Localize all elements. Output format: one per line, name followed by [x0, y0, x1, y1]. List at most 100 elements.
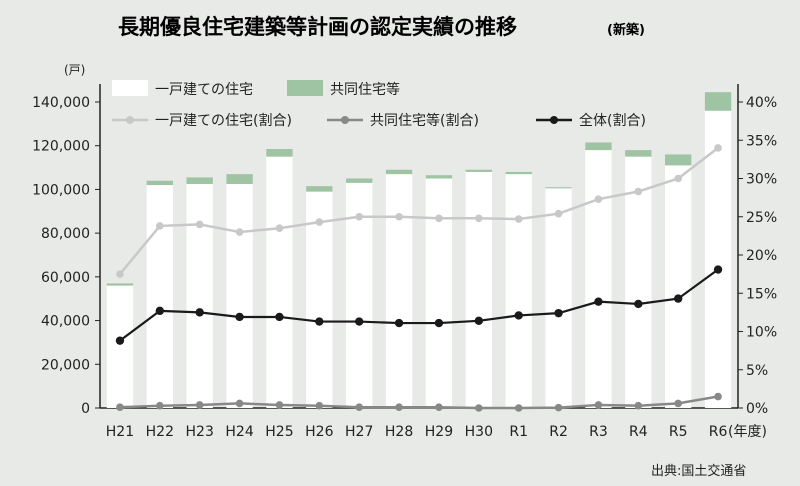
line-point	[315, 317, 324, 326]
bar-detached	[306, 191, 333, 408]
line-point	[235, 228, 244, 236]
bar-apartment	[385, 169, 413, 175]
x-tick-label: R1	[509, 424, 528, 440]
bar-apartment	[425, 175, 453, 179]
line-point	[116, 270, 124, 278]
line-point	[673, 294, 683, 303]
line-point	[395, 403, 403, 412]
line-point	[674, 399, 682, 408]
bar-detached	[186, 183, 213, 408]
legend-marker-0	[126, 116, 134, 124]
line-point	[435, 214, 443, 223]
line-point	[354, 317, 364, 326]
line-point	[195, 308, 204, 317]
bar-apartment	[585, 142, 612, 151]
legend-label-line-0: 一戸建ての住宅(割合)	[155, 112, 292, 129]
bar-apartment	[266, 148, 293, 157]
x-tick-label: H24	[225, 424, 253, 440]
line-point	[554, 308, 563, 318]
x-tick-label: H30	[465, 424, 493, 440]
y-left-tick-label: 140,000	[32, 95, 90, 111]
line-point	[594, 401, 603, 409]
y-left-unit: (戸)	[64, 63, 85, 77]
line-series-0	[118, 146, 719, 275]
bar-detached	[465, 171, 492, 408]
line-point	[116, 403, 124, 412]
bars	[106, 92, 732, 409]
line-point	[195, 220, 204, 229]
x-tick-label: H28	[385, 424, 413, 440]
x-tick-label: R3	[589, 424, 608, 440]
y-right-tick-label: 0%	[746, 401, 768, 417]
legend-label-detached: 一戸建ての住宅	[155, 82, 253, 98]
bar-apartment	[665, 154, 692, 166]
y-left-tick-label: 0	[81, 401, 90, 417]
line-point	[594, 297, 603, 306]
bar-detached	[505, 174, 532, 408]
line-point	[475, 404, 483, 412]
line-point	[315, 218, 324, 226]
legend-label-apartment: 共同住宅等	[330, 81, 400, 98]
line-point	[156, 401, 164, 410]
line-point	[235, 399, 244, 408]
lines	[115, 144, 723, 412]
line-point	[554, 403, 563, 412]
legend-label-line-2: 全体(割合)	[579, 112, 646, 129]
y-right-tick-label: 35%	[746, 133, 777, 149]
bar-detached	[266, 156, 293, 408]
line-series-1	[119, 395, 719, 410]
line-point	[475, 214, 483, 223]
line-point	[594, 195, 603, 203]
bar-detached	[585, 150, 612, 409]
legend-label-line-1: 共同住宅等(割合)	[370, 112, 479, 129]
line-point	[713, 265, 723, 274]
bar-apartment	[226, 174, 253, 184]
bar-detached	[226, 183, 253, 408]
line-point	[235, 312, 244, 322]
legend-marker-1	[341, 116, 349, 124]
line-point	[435, 403, 443, 412]
bar-detached	[385, 174, 413, 408]
line-point	[156, 222, 164, 230]
source-note: 出典:国土交通省	[651, 463, 746, 479]
y-left-tick-label: 20,000	[41, 357, 90, 373]
y-left-tick-label: 60,000	[41, 270, 90, 286]
x-tick-label: H22	[146, 424, 174, 440]
bar-detached	[704, 110, 732, 408]
line-point	[434, 318, 444, 328]
y-right-tick-label: 25%	[746, 210, 777, 226]
x-tick-label: R4	[629, 424, 648, 440]
line-point	[394, 318, 404, 328]
x-tick-label: H26	[305, 424, 333, 440]
line-point	[714, 392, 722, 401]
legend-swatch-apartment	[287, 80, 323, 96]
line-point	[554, 209, 563, 218]
line-point	[634, 299, 643, 309]
y-right-tick-label: 10%	[746, 325, 777, 341]
x-tick-label: H27	[345, 424, 373, 440]
bar-apartment	[106, 283, 134, 286]
y-left-tick-label: 80,000	[41, 226, 90, 242]
legend-swatch-detached	[112, 80, 148, 96]
x-tick-label: H25	[265, 424, 293, 440]
x-tick-label: H23	[186, 424, 214, 440]
x-tick-label: R2	[549, 424, 568, 440]
y-right-tick-label: 40%	[746, 95, 777, 111]
y-right-tick-label: 15%	[746, 286, 777, 302]
line-point	[514, 404, 523, 412]
x-tick-label: R5	[669, 424, 688, 440]
line-point	[195, 401, 204, 409]
y-left-tick-label: 100,000	[32, 182, 90, 198]
axes: 0 20,000 40,000 60,000 80,000 100,000 120,000 1…	[32, 84, 777, 440]
y-right-tick-label: 20%	[746, 248, 777, 264]
line-point	[315, 401, 324, 410]
line-point	[275, 312, 284, 322]
line-point	[634, 187, 643, 196]
line-point	[634, 401, 643, 410]
line-point	[514, 311, 523, 320]
line-point	[155, 306, 165, 316]
chart-subtitle: (新築)	[607, 22, 645, 38]
bar-detached	[146, 185, 173, 408]
